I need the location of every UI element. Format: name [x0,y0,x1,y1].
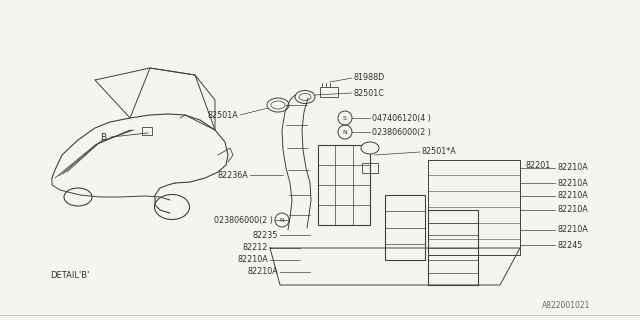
Text: 82212: 82212 [243,244,268,252]
Text: 047406120(4 ): 047406120(4 ) [372,114,431,123]
Ellipse shape [271,101,285,109]
Text: 82210A: 82210A [247,268,278,276]
Bar [362,163,378,173]
Text: 82501A: 82501A [207,110,238,119]
Ellipse shape [299,93,311,100]
Bar [320,87,338,97]
Text: 82245: 82245 [557,241,582,250]
Text: 82501*A: 82501*A [422,148,457,156]
Text: N: N [280,218,284,222]
Bar [318,145,370,225]
Bar [142,127,152,135]
Text: A822001021: A822001021 [541,301,590,310]
Bar [385,195,425,260]
Text: 82236A: 82236A [217,171,248,180]
Ellipse shape [295,91,315,103]
Ellipse shape [267,98,289,112]
Ellipse shape [361,142,379,154]
Text: 82210A: 82210A [557,179,588,188]
Text: 82210A: 82210A [557,205,588,214]
Bar [428,210,478,285]
Text: 82235: 82235 [253,230,278,239]
Text: DETAIL'B': DETAIL'B' [50,270,90,279]
Ellipse shape [154,195,189,220]
Text: 82210A: 82210A [557,191,588,201]
Text: 82501C: 82501C [354,89,385,98]
Text: N: N [342,130,348,134]
Text: S: S [343,116,347,121]
Text: 81988D: 81988D [354,74,385,83]
Text: 82210A: 82210A [237,255,268,265]
Ellipse shape [64,188,92,206]
Text: 023806000(2 ): 023806000(2 ) [214,215,273,225]
Text: B: B [100,132,106,141]
Text: 023806000(2 ): 023806000(2 ) [372,127,431,137]
Text: 82210A: 82210A [557,226,588,235]
Text: 82210A: 82210A [557,164,588,172]
Text: 82201: 82201 [525,161,550,170]
